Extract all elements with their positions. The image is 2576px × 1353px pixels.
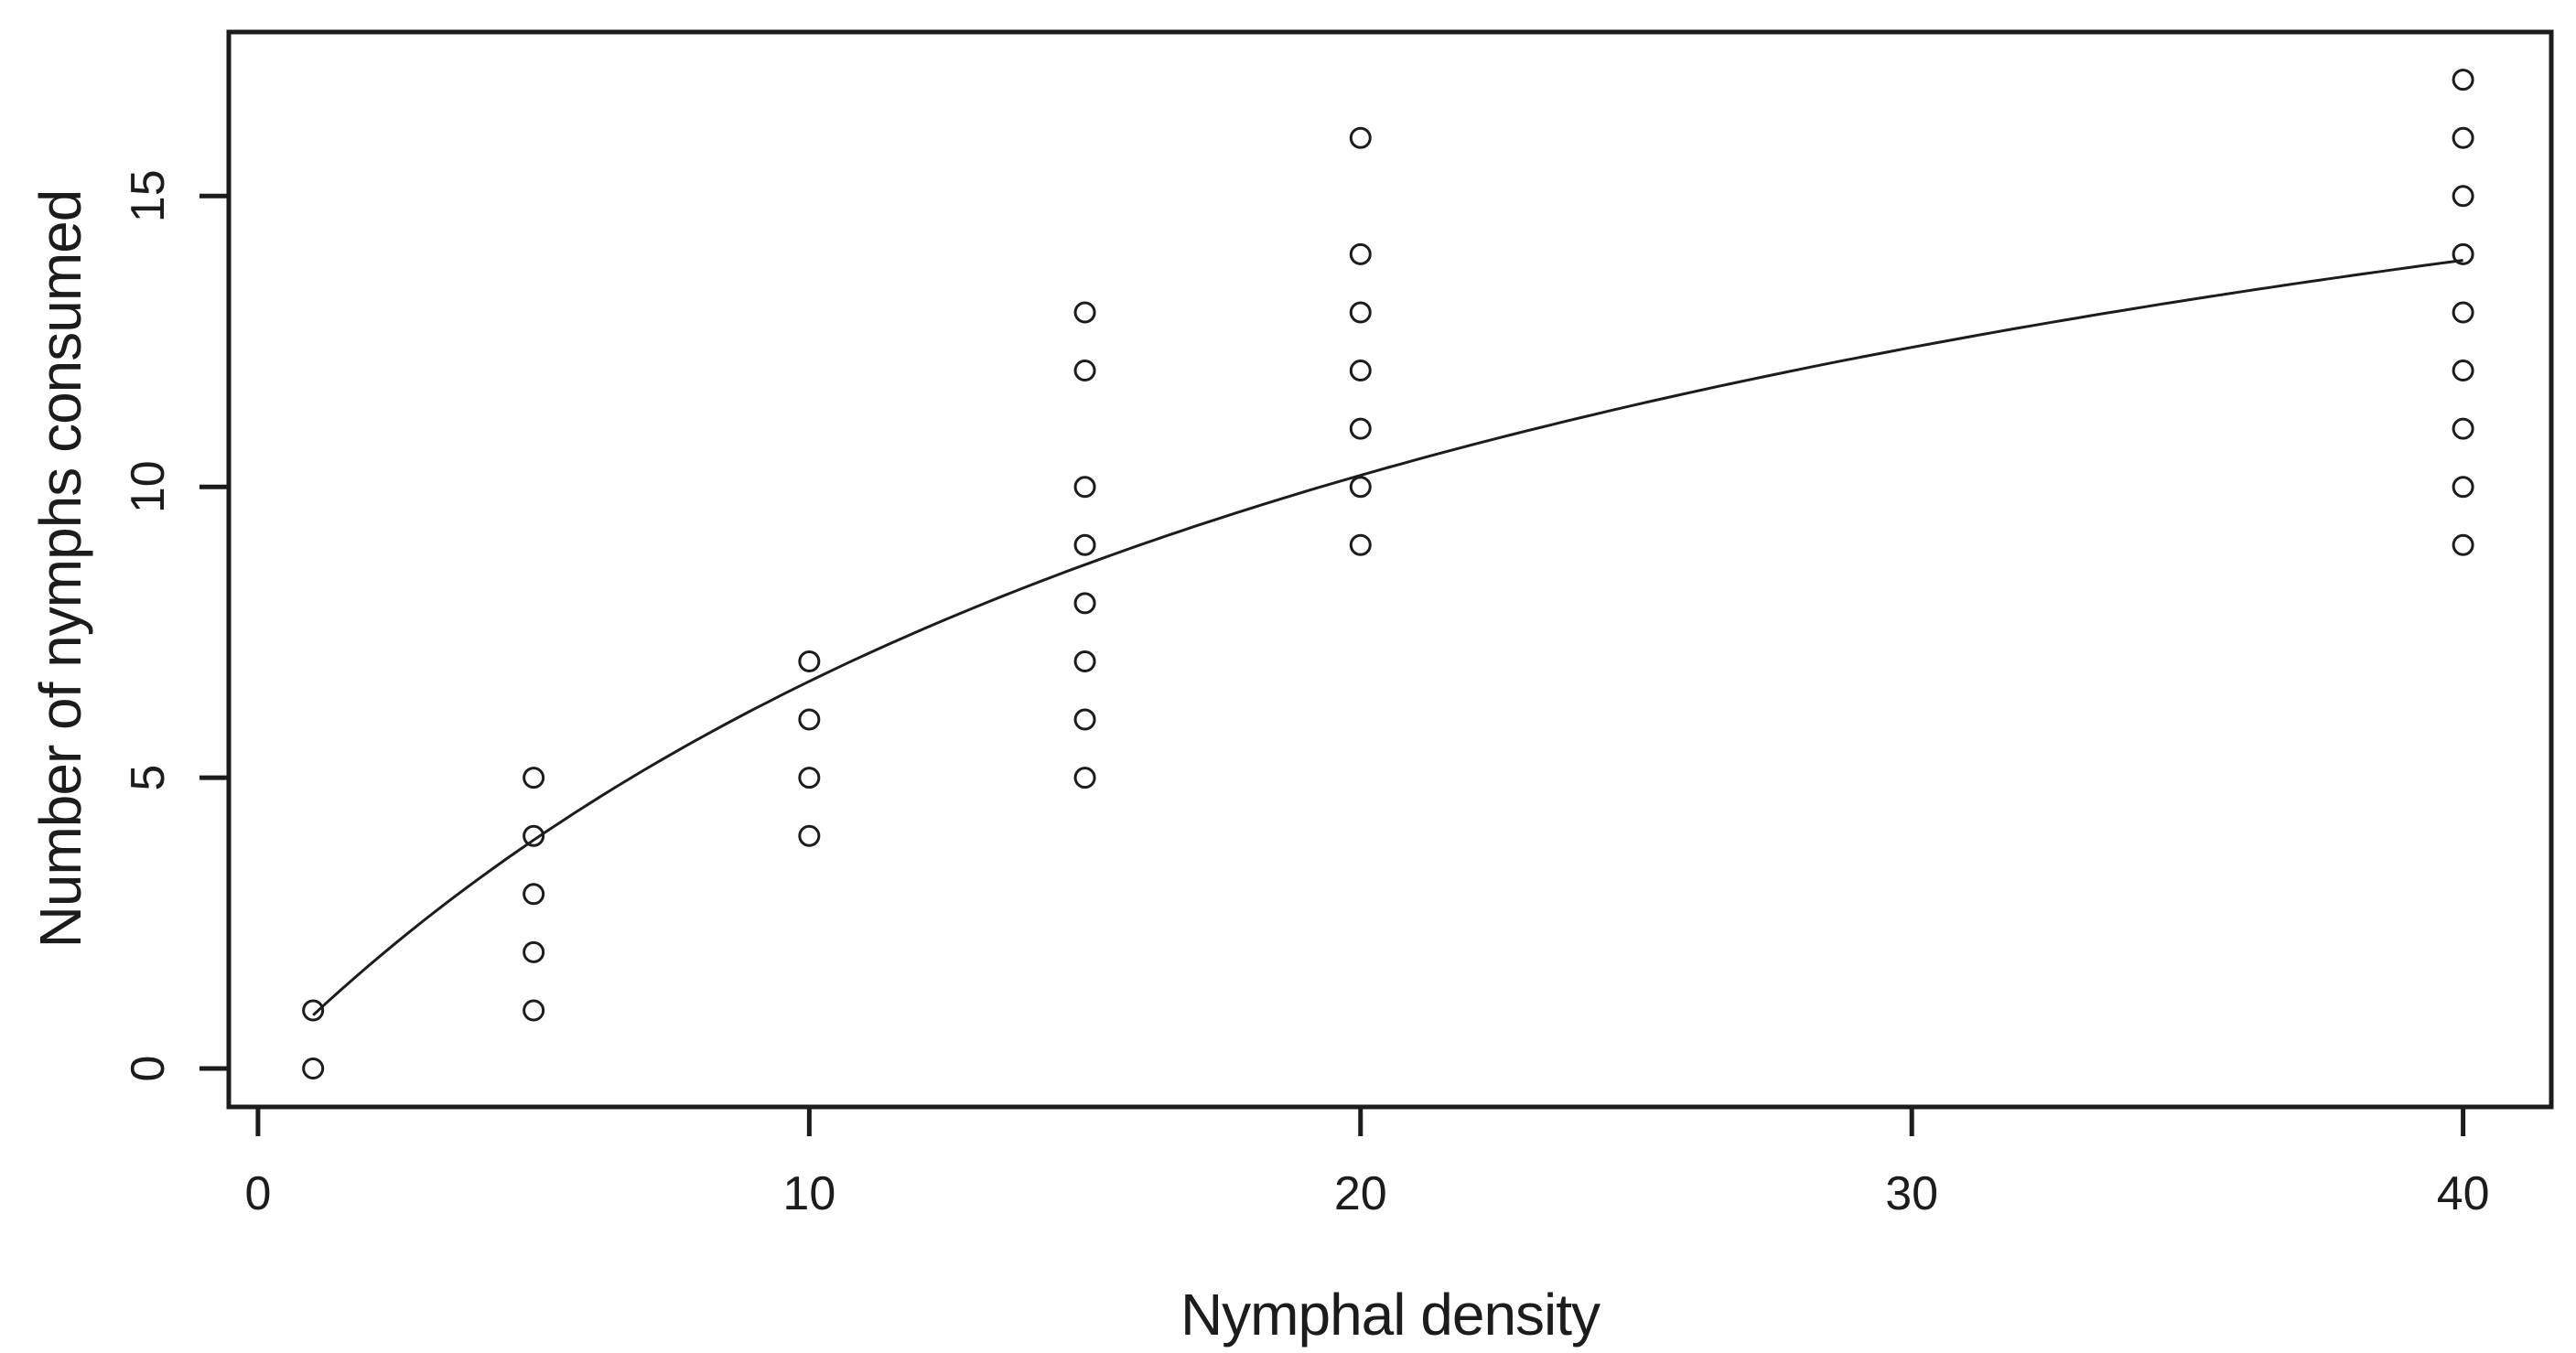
- data-point: [523, 940, 545, 963]
- data-point: [1073, 592, 1096, 615]
- data-point: [1073, 708, 1096, 731]
- data-point: [1073, 360, 1096, 382]
- x-tick-label: 20: [1334, 1167, 1387, 1220]
- y-tick-label: 15: [122, 169, 175, 222]
- data-point: [2452, 301, 2474, 324]
- data-point: [1349, 533, 1372, 556]
- data-point: [2452, 360, 2474, 382]
- x-tick-label: 30: [1885, 1167, 1938, 1220]
- data-point: [1073, 301, 1096, 324]
- data-point: [302, 999, 325, 1022]
- data-point: [2452, 476, 2474, 499]
- data-point: [1073, 650, 1096, 672]
- data-point: [2452, 126, 2474, 149]
- data-point: [523, 824, 545, 847]
- data-point: [1073, 767, 1096, 789]
- y-tick-label: 0: [122, 1056, 175, 1082]
- data-point: [798, 650, 821, 672]
- y-axis-title: Number of nymphs consumed: [27, 189, 93, 949]
- data-point: [2452, 69, 2474, 91]
- data-point: [523, 767, 545, 789]
- data-point: [2452, 533, 2474, 556]
- data-point: [1073, 476, 1096, 499]
- x-axis-title: Nymphal density: [1180, 1282, 1601, 1348]
- data-point: [1349, 301, 1372, 324]
- data-point: [2452, 242, 2474, 265]
- data-point: [1349, 242, 1372, 265]
- data-point: [523, 883, 545, 906]
- x-tick-label: 0: [244, 1167, 271, 1220]
- data-point: [1349, 476, 1372, 499]
- data-point: [523, 999, 545, 1022]
- y-tick-label: 10: [122, 460, 175, 513]
- x-tick-label: 10: [782, 1167, 835, 1220]
- data-point: [1073, 533, 1096, 556]
- data-point: [798, 824, 821, 847]
- data-point: [798, 708, 821, 731]
- data-point: [2452, 185, 2474, 208]
- fitted-curve: [312, 259, 2463, 1016]
- data-point: [1349, 417, 1372, 440]
- x-tick-label: 40: [2437, 1167, 2490, 1220]
- y-tick-label: 5: [122, 765, 175, 791]
- plot-box: [226, 29, 2554, 1110]
- data-point: [302, 1058, 325, 1080]
- data-point: [798, 767, 821, 789]
- data-point: [1349, 360, 1372, 382]
- data-point: [1349, 126, 1372, 149]
- data-point: [2452, 417, 2474, 440]
